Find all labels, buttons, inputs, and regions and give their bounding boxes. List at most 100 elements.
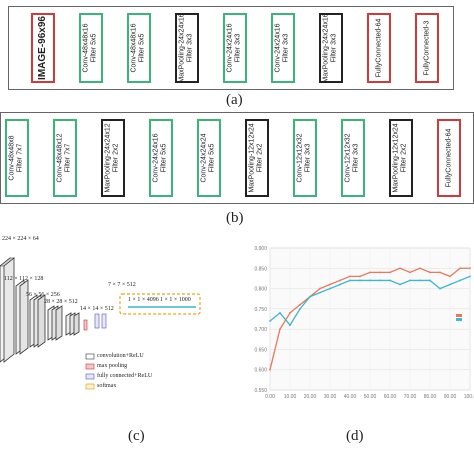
b-block-9-line2: Filter 2x2 <box>401 143 409 173</box>
series-2-point-1 <box>279 312 281 314</box>
dim-label-7: 1 × 1 × 4096 <box>128 297 159 303</box>
series-2-point-18 <box>449 283 451 286</box>
legend-swatch-series-1 <box>456 313 462 317</box>
a-block-8: FullyConnected-64 <box>367 13 391 83</box>
series-1-point-17 <box>439 271 441 274</box>
y-tick-label-7: 0.550 <box>254 388 267 394</box>
x-tick-label-10: 100.0 <box>464 394 474 400</box>
panel-c: 224 × 224 × 64 112 × 112 × 128 56 × 56 ×… <box>0 236 232 422</box>
b-block-1-line2: Filter 7x7 <box>17 143 25 173</box>
series-1-point-6 <box>329 283 331 286</box>
a-block-2: Conv-48x48x16 Filter 5x5 <box>79 13 103 83</box>
series-2-point-14 <box>409 279 411 282</box>
series-2-point-7 <box>339 283 341 286</box>
dim-label-4: 28 × 28 × 512 <box>44 299 78 305</box>
b-block-2-line2: Filter 7x7 <box>65 143 72 173</box>
pool-5-block <box>83 319 88 331</box>
series-1-point-18 <box>449 275 451 278</box>
series-1-point-12 <box>389 271 391 274</box>
a-block-5: Conv-24x24x16 Filter 3x3 <box>223 13 247 83</box>
series-1-point-7 <box>339 279 341 282</box>
series-1-point-8 <box>349 275 351 278</box>
series-1-point-20 <box>469 267 471 270</box>
x-tick-label-9: 90.00 <box>444 394 457 400</box>
a-block-6: Conv-24x24x16 Filter 3x3 <box>271 13 295 83</box>
b-block-3: MaxPooling-24x24x12 Filter 2x2 <box>101 119 125 197</box>
legend-swatch-series-2 <box>456 317 462 321</box>
a-block-2-line2: Filter 5x5 <box>91 33 98 63</box>
vgg-diagram <box>0 257 201 390</box>
legend-swatch-conv <box>85 353 95 360</box>
fc-block-1 <box>94 313 100 329</box>
panel-a: IMAGE-96x96 Conv-48x48x16 Filter 5x5 Conv-4… <box>8 6 454 90</box>
x-tick-label-8: 80.00 <box>424 394 437 400</box>
series-2-point-6 <box>329 287 331 290</box>
b-block-4: Conv-24x24x16 Filter 5x5 <box>149 119 173 197</box>
b-block-9: MaxPooling-12x12x24 Filter 2x2 <box>389 119 413 197</box>
a-block-1: IMAGE-96x96 <box>31 13 55 83</box>
series-1-point-1 <box>279 328 281 331</box>
series-1-point-5 <box>319 287 321 290</box>
b-block-2: Conv-48x48x12 Filter 7x7 <box>53 119 77 197</box>
series-1-point-0 <box>269 368 271 371</box>
series-1-point-10 <box>369 271 371 274</box>
legend-fc: fully connected+ReLU <box>97 373 153 379</box>
series-2-point-17 <box>439 287 441 290</box>
legend-swatch-pool <box>85 363 95 370</box>
x-tick-label-3: 30.00 <box>324 394 337 400</box>
x-tick-label-6: 60.00 <box>384 394 397 400</box>
series-1-point-16 <box>429 271 431 274</box>
conv-stack-3 <box>29 294 46 348</box>
series-2-point-15 <box>419 279 421 282</box>
caption-c: (c) <box>128 428 145 444</box>
fc-block-2 <box>101 313 107 329</box>
series-2-point-9 <box>359 279 361 282</box>
a-block-4-line2: Filter 3x3 <box>187 33 195 63</box>
b-block-4-line2: Filter 5x5 <box>161 143 168 173</box>
fc-highlight-box <box>119 293 201 315</box>
a-block-4: MaxPooling-24x24x16 Filter 3x3 <box>175 13 199 83</box>
panel-b: Conv-48x48x8 Filter 7x7 Conv-48x48x12 Filte… <box>0 112 474 204</box>
series-2-point-8 <box>349 279 351 282</box>
dim-label-6: 7 × 7 × 512 <box>108 282 136 288</box>
conv-stack-2 <box>15 279 29 355</box>
a-block-3: Conv-48x48x16 Filter 5x5 <box>127 13 151 83</box>
a-block-1-line1: IMAGE-96x96 <box>37 16 49 80</box>
legend-swatch-softmax <box>85 383 95 390</box>
legend-softmax: softmax <box>97 383 117 389</box>
legend-pool: max pooling <box>97 363 128 369</box>
x-tick-label-2: 20.00 <box>304 394 317 400</box>
series-1-point-2 <box>289 312 291 314</box>
series-1-point-19 <box>459 267 461 270</box>
series-2-point-2 <box>289 324 291 326</box>
x-tick-label-0: 0.00 <box>265 394 275 400</box>
series-2-point-11 <box>379 279 381 282</box>
b-block-10: FullyConnected-64 <box>437 119 461 197</box>
series-2-point-16 <box>429 279 431 282</box>
dim-label-5: 14 × 14 × 512 <box>80 306 114 312</box>
b-block-3-line2: Filter 2x2 <box>113 143 121 173</box>
b-block-8: Conv-12x12x32 Filter 3x3 <box>341 119 365 197</box>
accuracy-chart: 0.900 0.850 0.800 0.750 0.700 0.650 0.600 0.550… <box>254 246 474 400</box>
caption-b: (b) <box>226 210 244 226</box>
series-2-point-19 <box>459 279 461 282</box>
y-tick-label-2: 0.800 <box>254 287 267 293</box>
dim-label-1: 224 × 224 × 64 <box>2 236 39 242</box>
x-tick-label-5: 50.00 <box>364 394 377 400</box>
b-block-10-line1: FullyConnected-64 <box>445 128 453 188</box>
a-block-8-line1: FullyConnected-64 <box>375 18 383 78</box>
series-1-point-11 <box>379 271 381 274</box>
a-block-5-line2: Filter 3x3 <box>235 33 242 63</box>
x-tick-label-1: 10.00 <box>284 394 297 400</box>
b-block-5: Conv-24x24x24 Filter 5x5 <box>197 119 221 197</box>
a-block-7: MaxPooling-24x24x16 Filter 3x3 <box>319 13 343 83</box>
b-block-7-line2: Filter 3x3 <box>305 143 312 173</box>
series-2-point-10 <box>369 279 371 282</box>
b-block-5-line2: Filter 5x5 <box>209 143 216 173</box>
y-tick-label-1: 0.850 <box>254 266 267 272</box>
b-block-1: Conv-48x48x8 Filter 7x7 <box>5 119 29 197</box>
y-tick-label-3: 0.750 <box>254 307 267 313</box>
dim-label-2: 112 × 112 × 128 <box>4 276 44 282</box>
x-tick-label-7: 70.00 <box>404 394 417 400</box>
legend-swatch-fc <box>85 373 95 380</box>
